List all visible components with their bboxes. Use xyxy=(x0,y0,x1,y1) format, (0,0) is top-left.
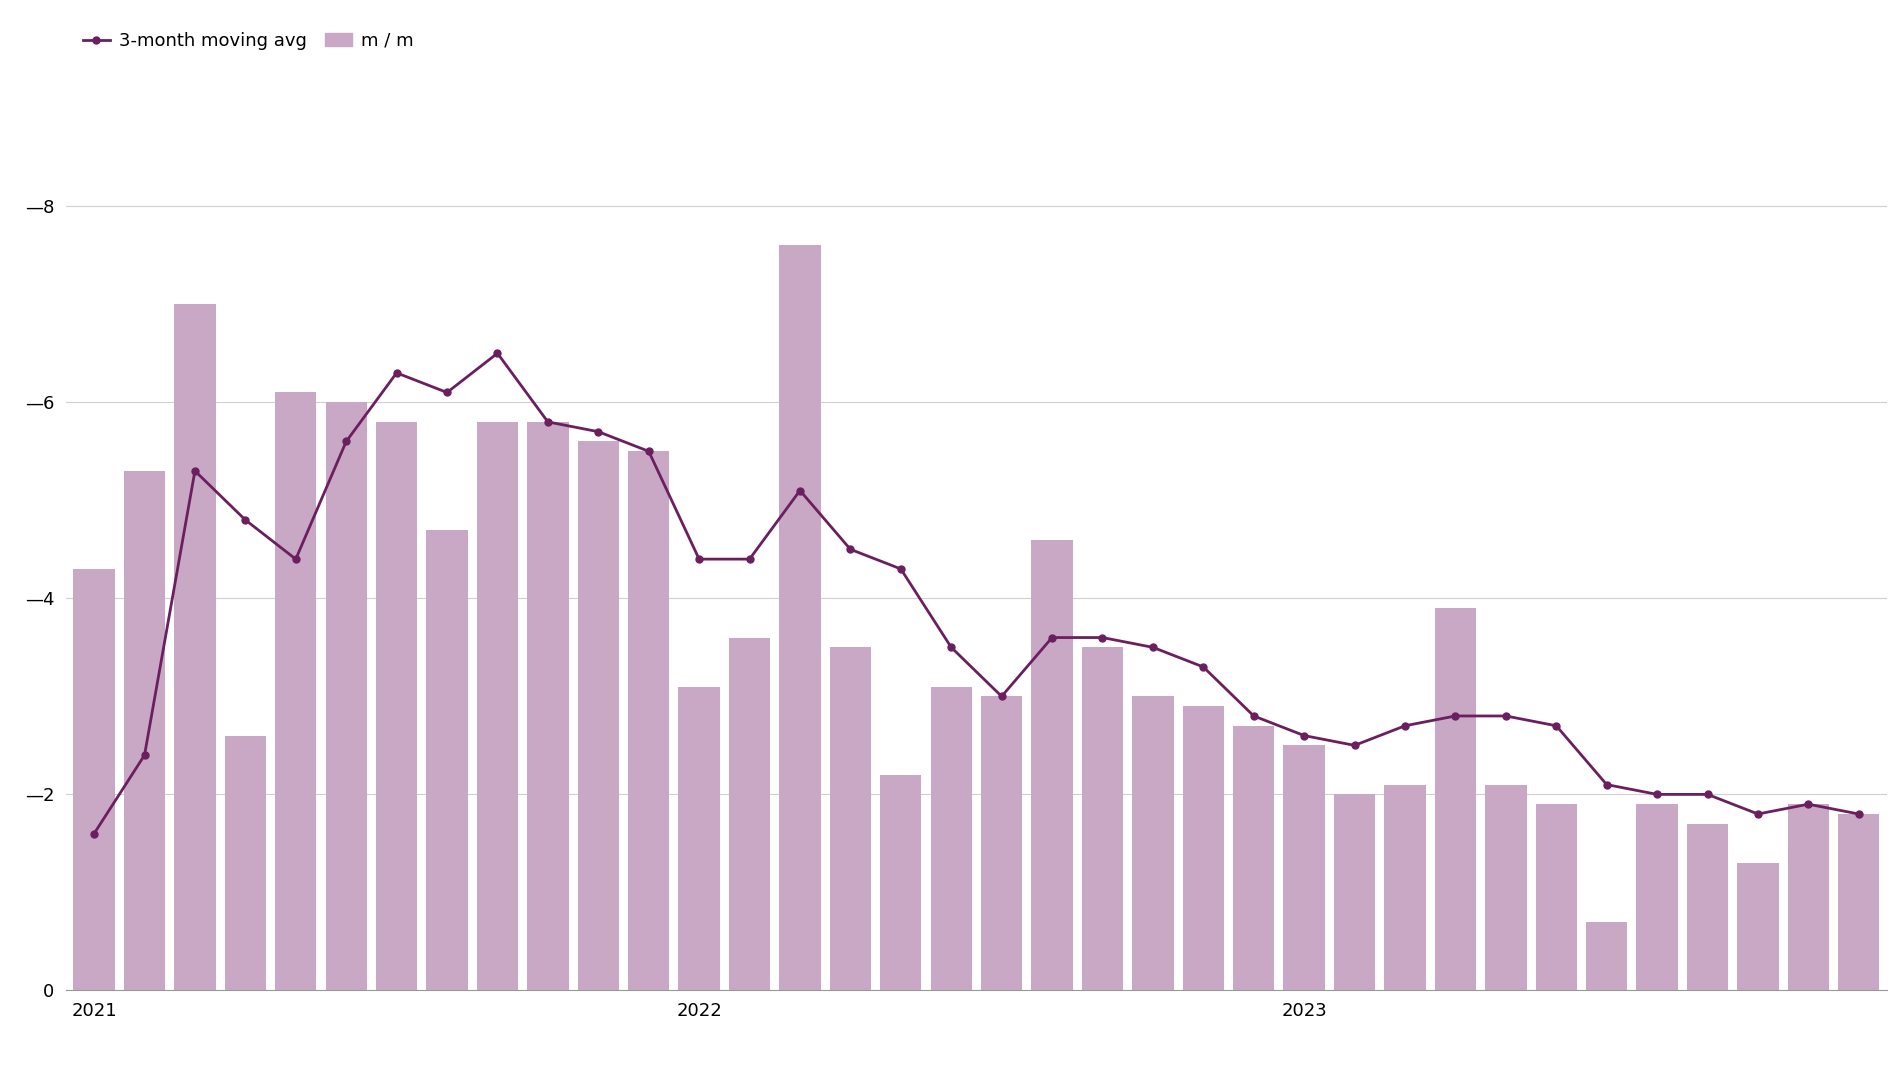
Bar xyxy=(1183,706,1225,990)
Bar xyxy=(275,393,317,990)
Bar xyxy=(1687,824,1727,990)
Bar xyxy=(779,245,821,990)
Bar xyxy=(226,736,265,990)
Bar xyxy=(1083,648,1122,990)
Legend: 3-month moving avg, m / m: 3-month moving avg, m / m xyxy=(76,24,421,58)
Bar xyxy=(527,422,569,990)
Bar xyxy=(1485,785,1526,990)
Bar xyxy=(375,422,417,990)
Bar xyxy=(1335,794,1375,990)
Bar xyxy=(1284,746,1325,990)
Bar xyxy=(830,648,870,990)
Bar xyxy=(1536,804,1577,990)
Bar xyxy=(123,471,165,990)
Bar xyxy=(1788,804,1830,990)
Bar xyxy=(1636,804,1678,990)
Bar xyxy=(980,697,1022,990)
Bar xyxy=(1587,922,1627,990)
Bar xyxy=(476,422,518,990)
Bar xyxy=(880,775,921,990)
Bar xyxy=(74,569,116,990)
Bar xyxy=(1837,814,1879,990)
Bar xyxy=(679,687,720,990)
Bar xyxy=(427,529,468,990)
Bar xyxy=(174,305,216,990)
Bar xyxy=(628,452,669,990)
Bar xyxy=(931,687,973,990)
Bar xyxy=(1435,608,1477,990)
Bar xyxy=(578,442,618,990)
Bar xyxy=(1737,863,1778,990)
Bar xyxy=(1232,725,1274,990)
Bar xyxy=(1031,540,1073,990)
Bar xyxy=(728,638,770,990)
Bar xyxy=(1384,785,1426,990)
Bar xyxy=(326,403,366,990)
Bar xyxy=(1132,697,1174,990)
